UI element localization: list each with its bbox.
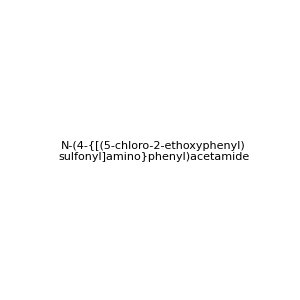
Text: N-(4-{[(5-chloro-2-ethoxyphenyl)
sulfonyl]amino}phenyl)acetamide: N-(4-{[(5-chloro-2-ethoxyphenyl) sulfony… [58,141,249,162]
